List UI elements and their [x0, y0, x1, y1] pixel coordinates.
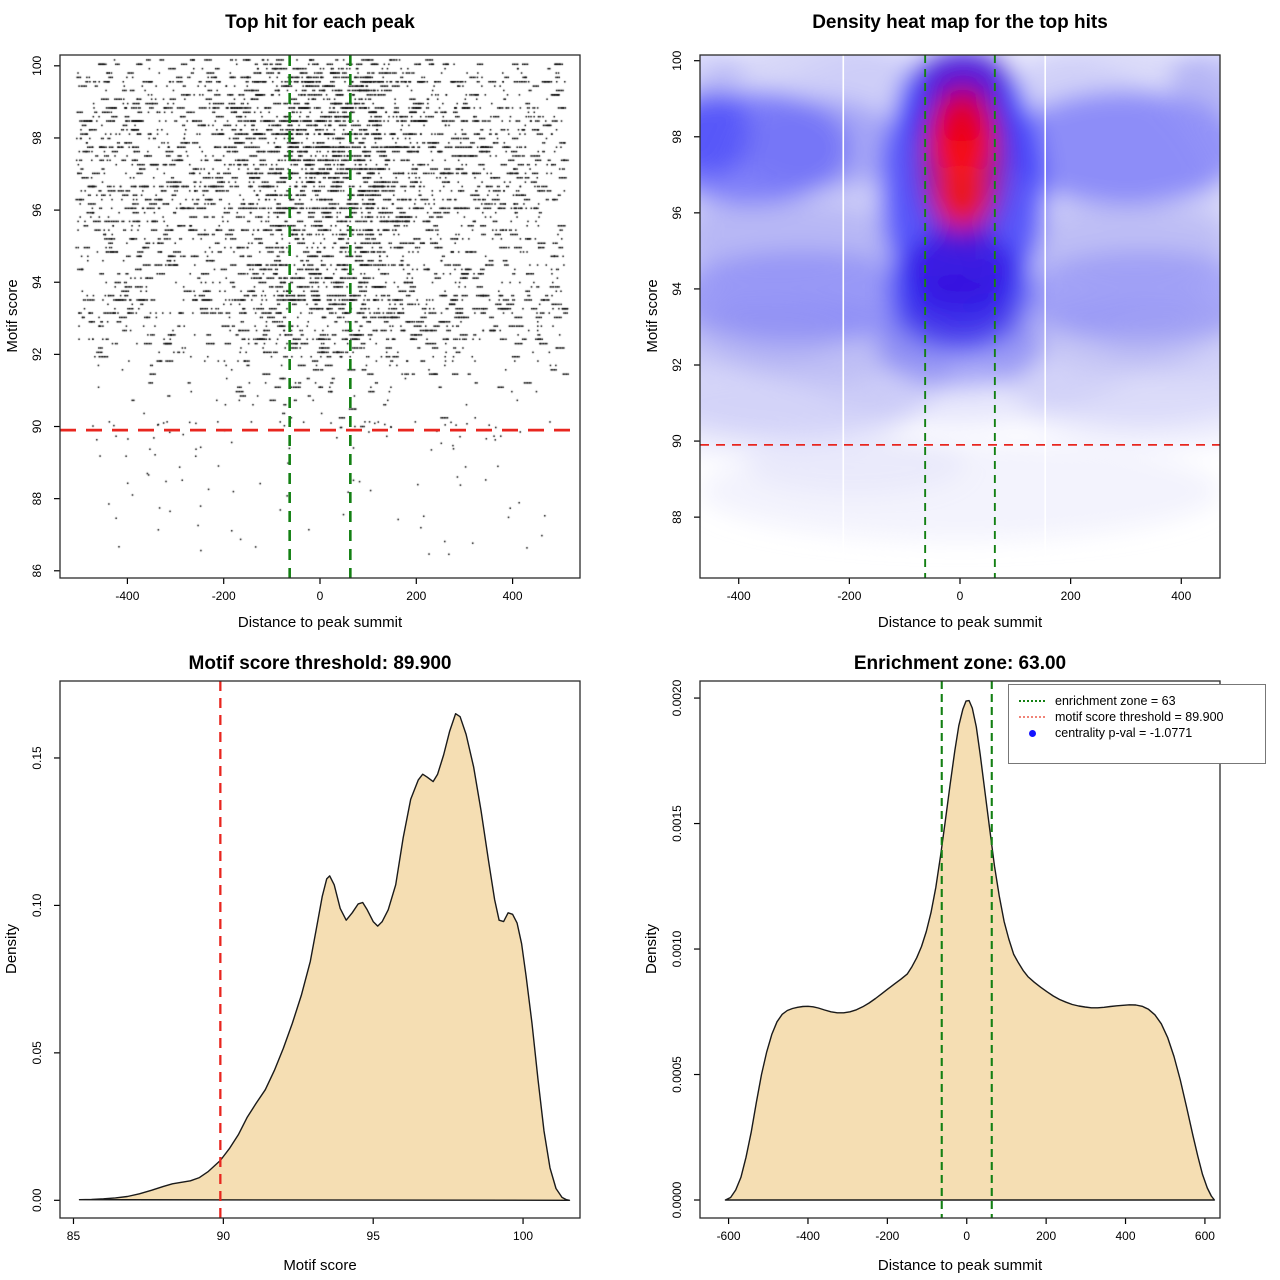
y-tick-label: 98: [670, 130, 684, 144]
y-tick-label: 0.0010: [670, 930, 684, 967]
legend-label: enrichment zone = 63: [1055, 694, 1176, 708]
scatter-annotation-layer: [60, 55, 580, 578]
y-tick-label: 88: [30, 492, 44, 506]
y-axis-label: Density: [3, 923, 20, 974]
x-tick-label: -200: [837, 589, 861, 603]
heatmap-plot-svg: -400 -200 0 200 400 88 90 92 94 96 98 100 Density h…: [644, 12, 1221, 631]
x-tick-label: 200: [1036, 1229, 1056, 1243]
x-tick-label: -400: [727, 589, 751, 603]
y-tick-label: 94: [30, 275, 44, 289]
x-tick-label: -200: [875, 1229, 899, 1243]
green-dotted-line-icon: [1019, 700, 1045, 702]
density-axes: 85 90 95 100 0.00 0.05 0.10 0.15: [30, 680, 581, 1243]
x-tick-label: 0: [957, 589, 964, 603]
red-dotted-line-icon: [1019, 716, 1045, 718]
x-tick-label: -400: [115, 589, 139, 603]
x-axis-label: Distance to peak summit: [878, 1257, 1043, 1274]
panel-distance-density: -600 -400 -200 0 200 400 600 0.0000 0.0005 0.0010…: [640, 640, 1280, 1280]
legend-label: motif score threshold = 89.900: [1055, 710, 1224, 724]
plot-legend: enrichment zone = 63 motif score thresho…: [1008, 684, 1266, 764]
x-axis-label: Distance to peak summit: [238, 614, 403, 631]
y-axis-label: Density: [643, 923, 660, 974]
y-tick-label: 96: [670, 206, 684, 220]
y-tick-label: 88: [670, 510, 684, 524]
x-tick-label: 100: [513, 1229, 533, 1243]
x-tick-label: 95: [367, 1229, 381, 1243]
panel-title: Motif score threshold: 89.900: [189, 653, 452, 674]
y-tick-label: 0.0005: [670, 1056, 684, 1093]
x-tick-label: -600: [717, 1229, 741, 1243]
x-axis-label: Motif score: [283, 1257, 356, 1274]
y-tick-label: 100: [30, 55, 44, 75]
y-tick-label: 92: [30, 347, 44, 361]
legend-item-enrichment-zone: enrichment zone = 63: [1009, 693, 1265, 709]
scatter-plot-svg: -400 -200 0 200 400 86 88 90 92 94 96 98 100 Top hit…: [4, 12, 581, 631]
heatmap-layer: [700, 55, 1220, 578]
y-tick-label: 0.00: [30, 1188, 44, 1212]
y-tick-label: 100: [670, 50, 684, 70]
scatter-points-canvas: [0, 0, 640, 640]
distance-density-svg: -600 -400 -200 0 200 400 600 0.0000 0.0005 0.0010…: [643, 653, 1221, 1274]
density-axes: -600 -400 -200 0 200 400 600 0.0000 0.0005 0.0010…: [670, 679, 1221, 1243]
y-tick-label: 86: [30, 564, 44, 578]
y-tick-label: 96: [30, 203, 44, 217]
panel-top-hit-scatter: -400 -200 0 200 400 86 88 90 92 94 96 98 100 Top hit…: [0, 0, 640, 640]
y-tick-label: 90: [670, 434, 684, 448]
density-curve-layer: [724, 681, 1216, 1218]
score-density-svg: 85 90 95 100 0.00 0.05 0.10 0.15 Motif score th…: [3, 653, 581, 1274]
scatter-axes: -400 -200 0 200 400 86 88 90 92 94 96 98 100: [30, 54, 581, 603]
y-axis-label: Motif score: [4, 279, 21, 352]
y-tick-label: 0.0020: [670, 679, 684, 716]
y-tick-label: 94: [670, 282, 684, 296]
blue-dot-icon: [1028, 729, 1036, 737]
y-axis-label: Motif score: [644, 279, 661, 352]
y-tick-label: 0.0015: [670, 805, 684, 842]
x-tick-label: -400: [796, 1229, 820, 1243]
x-axis-label: Distance to peak summit: [878, 614, 1043, 631]
x-tick-label: 200: [1061, 589, 1081, 603]
heatmap-axes: -400 -200 0 200 400 88 90 92 94 96 98 100: [670, 50, 1221, 603]
y-tick-label: 0.0000: [670, 1181, 684, 1218]
x-tick-label: 85: [67, 1229, 81, 1243]
x-tick-label: -200: [212, 589, 236, 603]
x-tick-label: 400: [1171, 589, 1191, 603]
x-tick-label: 90: [217, 1229, 231, 1243]
y-tick-label: 92: [670, 358, 684, 372]
panel-title: Top hit for each peak: [225, 12, 415, 33]
x-tick-label: 400: [1116, 1229, 1136, 1243]
legend-item-score-threshold: motif score threshold = 89.900: [1009, 709, 1265, 725]
x-tick-label: 0: [317, 589, 324, 603]
panel-title: Enrichment zone: 63.00: [854, 653, 1066, 674]
y-tick-label: 0.05: [30, 1041, 44, 1065]
panel-density-heatmap: -400 -200 0 200 400 88 90 92 94 96 98 100 Density h…: [640, 0, 1280, 640]
y-tick-label: 98: [30, 131, 44, 145]
legend-item-centrality-pval: centrality p-val = -1.0771: [1009, 725, 1265, 741]
x-tick-label: 200: [406, 589, 426, 603]
x-tick-label: 400: [503, 589, 523, 603]
density-curve-layer: [78, 681, 571, 1218]
legend-label: centrality p-val = -1.0771: [1055, 726, 1193, 740]
panel-score-density: 85 90 95 100 0.00 0.05 0.10 0.15 Motif score th…: [0, 640, 640, 1280]
y-tick-label: 0.10: [30, 893, 44, 917]
x-tick-label: 0: [963, 1229, 970, 1243]
y-tick-label: 0.15: [30, 746, 44, 770]
panel-title: Density heat map for the top hits: [812, 12, 1108, 33]
y-tick-label: 90: [30, 420, 44, 434]
x-tick-label: 600: [1195, 1229, 1215, 1243]
